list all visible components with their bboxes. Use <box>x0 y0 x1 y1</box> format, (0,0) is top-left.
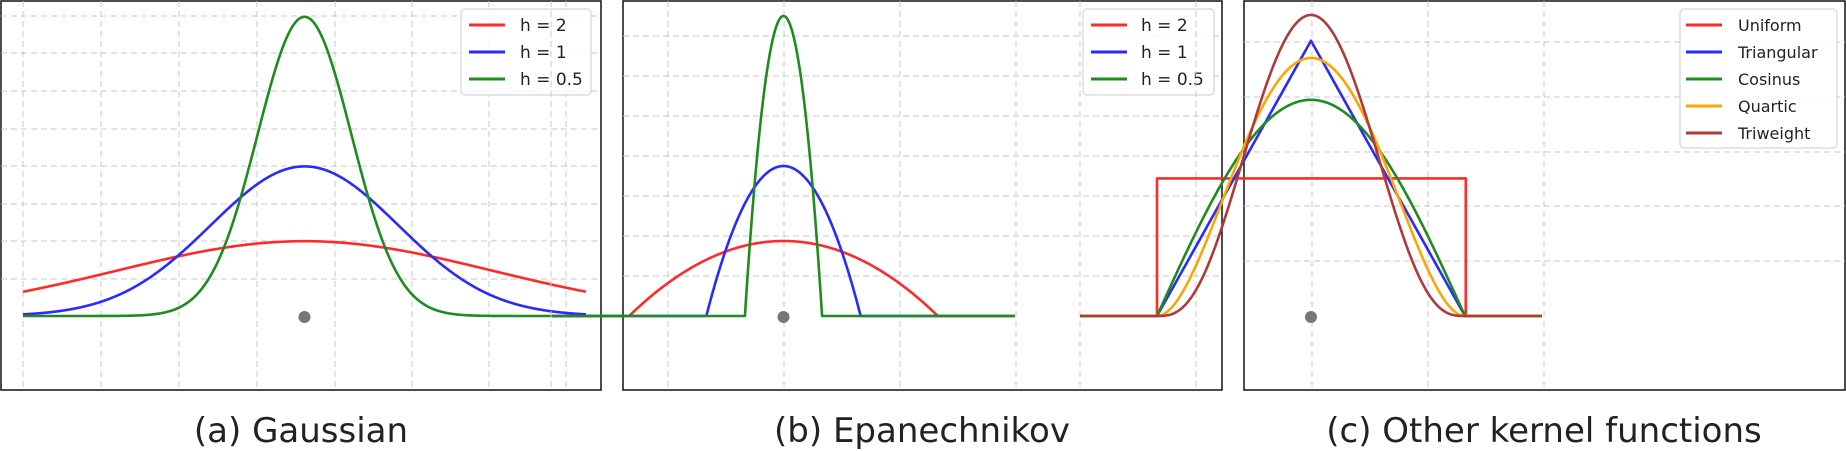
legend-label: Quartic <box>1738 97 1797 116</box>
legend-label: Cosinus <box>1738 70 1800 89</box>
series-line-triweight <box>1079 13 1543 318</box>
legend-label: h = 2 <box>1141 16 1188 36</box>
panel-caption: (a) Gaussian <box>194 411 408 451</box>
panel-other-kernels: Uniform Triangular Cosinus Quartic Triwe… <box>1079 0 1846 451</box>
series-curves <box>1079 13 1543 318</box>
gridlines <box>550 1 1222 390</box>
series-curves <box>22 15 587 318</box>
legend-label: Triweight <box>1737 124 1810 143</box>
series-curves <box>551 14 1016 318</box>
legend-label: Uniform <box>1738 16 1802 35</box>
legend-box <box>1082 8 1215 96</box>
legend-label: h = 2 <box>520 16 567 36</box>
panel-caption: (c) Other kernel functions <box>1326 411 1761 451</box>
panel-gaussian: h = 2 h = 1 h = 0.5 (a) Gaussian <box>0 0 602 451</box>
legend: h = 2 h = 1 h = 0.5 <box>1082 8 1215 96</box>
legend: Uniform Triangular Cosinus Quartic Triwe… <box>1679 8 1838 149</box>
series-line-uniform <box>1079 177 1543 318</box>
series-line-h-0-5 <box>22 15 587 318</box>
center-point-marker <box>298 311 311 323</box>
panel-epanechnikov: h = 2 h = 1 h = 0.5 (b) Epanechnikov <box>550 0 1223 451</box>
legend-box <box>1679 8 1838 149</box>
legend-label: h = 0.5 <box>520 70 583 90</box>
gridlines <box>1 1 601 390</box>
legend-label: h = 0.5 <box>1141 70 1204 90</box>
legend-label: Triangular <box>1737 43 1818 62</box>
series-line-h-1 <box>22 165 587 316</box>
legend-label: h = 1 <box>520 43 567 63</box>
center-point-marker <box>1305 311 1317 323</box>
center-point-marker <box>777 311 790 323</box>
series-line-h-0-5 <box>551 14 1016 318</box>
panel-caption: (b) Epanechnikov <box>774 411 1070 451</box>
legend-box <box>460 8 592 96</box>
legend: h = 2 h = 1 h = 0.5 <box>460 8 592 96</box>
legend-label: h = 1 <box>1141 43 1188 63</box>
series-line-h-2 <box>22 239 587 293</box>
